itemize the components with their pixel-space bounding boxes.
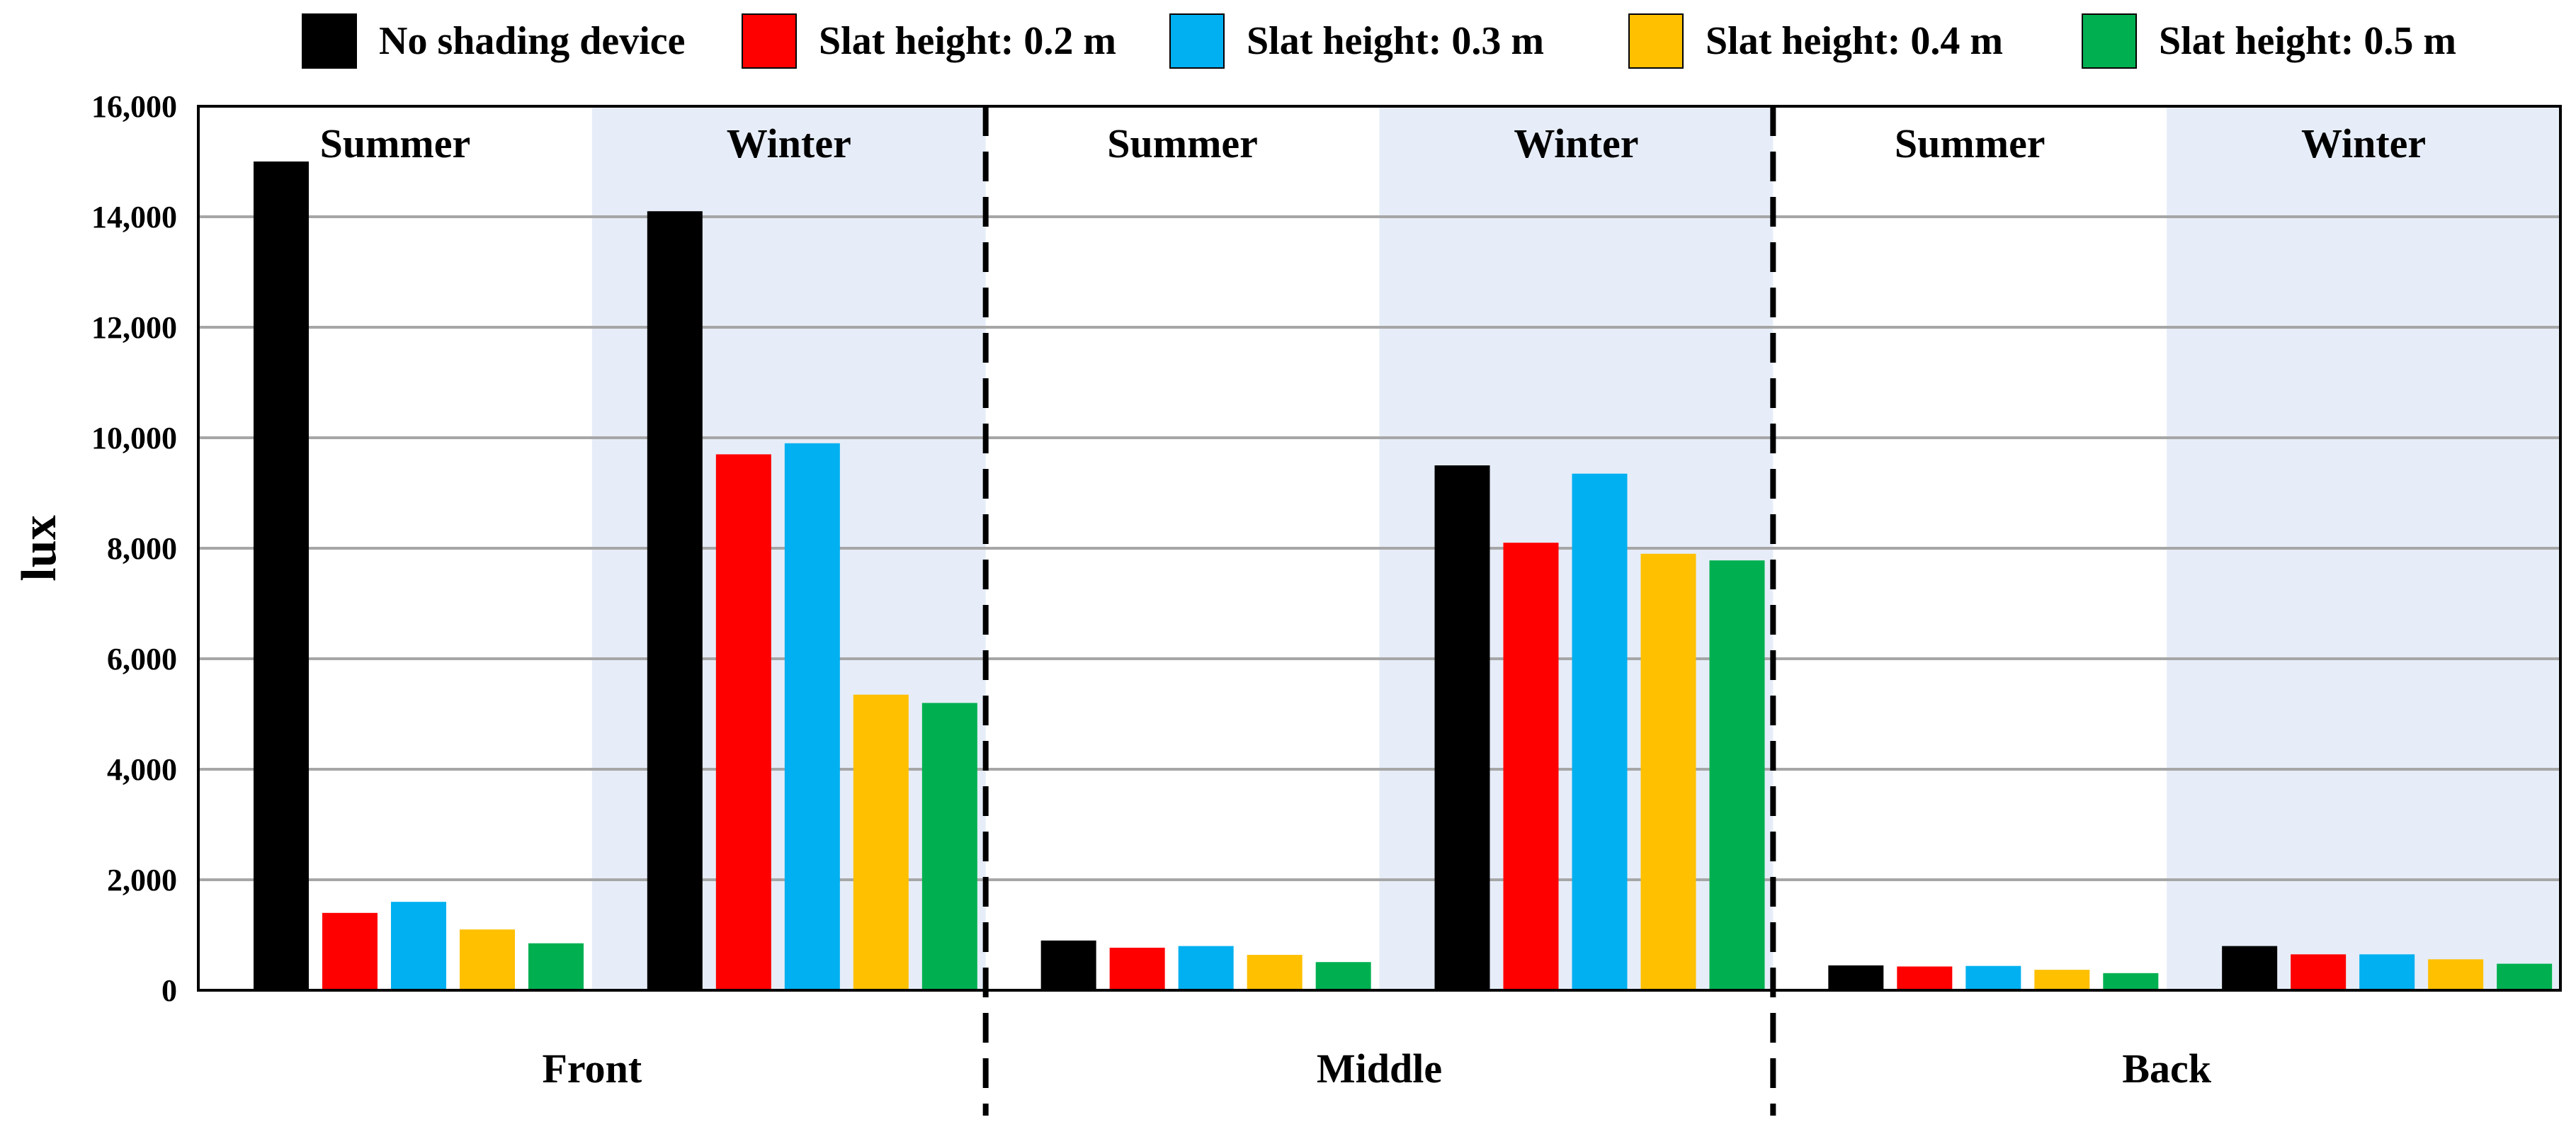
legend-swatch	[302, 13, 357, 69]
legend-label: No shading device	[379, 19, 686, 63]
legend-swatch	[742, 13, 797, 69]
bar-back-summer-series-1	[1828, 965, 1884, 990]
y-tick-label: 4,000	[107, 752, 177, 787]
y-tick-label: 12,000	[91, 310, 177, 345]
season-label-winter: Winter	[2301, 120, 2426, 166]
plot-area-frame	[197, 105, 2562, 992]
bar-front-winter-series-3	[784, 443, 840, 990]
y-axis-label: lux	[12, 515, 67, 581]
legend: No shading device Slat height: 0.2 m Slat …	[302, 13, 2456, 69]
bar-back-summer-series-3	[1965, 965, 2021, 990]
legend-swatch	[1628, 13, 1684, 69]
bar-front-winter-series-2	[715, 454, 771, 990]
legend-item-2: Slat height: 0.2 m	[742, 13, 1116, 69]
bar-back-winter-series-2	[2291, 954, 2347, 990]
bar-middle-summer-series-4	[1247, 955, 1303, 990]
legend-label: Slat height: 0.3 m	[1247, 19, 1544, 63]
legend-label: Slat height: 0.2 m	[819, 19, 1116, 63]
bar-front-winter-series-5	[921, 703, 977, 990]
legend-item-4: Slat height: 0.4 m	[1628, 13, 2003, 69]
season-labels: Summer Winter Summer Winter Summer Winter	[320, 120, 2427, 166]
bar-middle-winter-series-1	[1434, 465, 1490, 990]
bar-back-winter-series-1	[2222, 946, 2278, 990]
bar-back-summer-series-4	[2034, 970, 2090, 990]
bar-middle-winter-series-2	[1503, 543, 1559, 990]
bar-back-summer-series-2	[1897, 966, 1953, 990]
bar-front-winter-series-1	[647, 211, 703, 991]
bars	[254, 162, 2553, 991]
gridlines	[198, 215, 2560, 881]
group-label-front: Front	[542, 1046, 642, 1092]
bar-middle-summer-series-5	[1315, 962, 1371, 990]
y-axis-ticks: 0 2,000 4,000 6,000 8,000 10,000 12,000 14,000 1…	[91, 89, 177, 1008]
bar-middle-winter-series-5	[1709, 560, 1765, 990]
bar-front-summer-series-2	[322, 912, 378, 990]
season-label-summer: Summer	[1107, 120, 1258, 166]
legend-swatch	[2082, 13, 2137, 69]
bar-back-winter-series-4	[2428, 959, 2484, 990]
legend-swatch	[1169, 13, 1225, 69]
bar-middle-summer-series-3	[1178, 946, 1234, 990]
y-tick-label: 10,000	[91, 421, 177, 455]
y-tick-label: 8,000	[107, 531, 177, 566]
bar-back-summer-series-5	[2103, 973, 2159, 990]
bar-middle-winter-series-4	[1640, 553, 1696, 990]
group-dividers	[982, 106, 1776, 1116]
bar-middle-summer-series-1	[1040, 940, 1096, 990]
bar-front-summer-series-4	[460, 929, 515, 990]
bar-front-summer-series-3	[391, 902, 446, 990]
legend-item-5: Slat height: 0.5 m	[2082, 13, 2456, 69]
bar-back-winter-series-5	[2497, 963, 2553, 990]
season-label-winter: Winter	[727, 120, 851, 166]
group-label-back: Back	[2122, 1046, 2211, 1092]
legend-item-3: Slat height: 0.3 m	[1169, 13, 1544, 69]
y-tick-label: 6,000	[107, 642, 177, 676]
season-label-summer: Summer	[1895, 120, 2046, 166]
y-tick-label: 14,000	[91, 200, 177, 234]
season-label-winter: Winter	[1514, 120, 1638, 166]
group-label-middle: Middle	[1317, 1046, 1442, 1092]
legend-label: Slat height: 0.4 m	[1706, 19, 2003, 63]
y-tick-label: 0	[161, 973, 177, 1008]
season-label-summer: Summer	[320, 120, 471, 166]
legend-item-1: No shading device	[302, 13, 686, 69]
bar-middle-winter-series-3	[1572, 473, 1628, 990]
bar-front-winter-series-4	[853, 694, 909, 990]
bar-middle-summer-series-2	[1109, 947, 1165, 990]
y-tick-label: 16,000	[91, 89, 177, 124]
legend-label: Slat height: 0.5 m	[2159, 19, 2456, 63]
bar-back-winter-series-3	[2359, 954, 2415, 990]
bar-front-summer-series-1	[254, 162, 309, 990]
y-tick-label: 2,000	[107, 863, 177, 897]
group-labels: Front Middle Back	[542, 1046, 2211, 1092]
bar-front-summer-series-5	[528, 943, 584, 990]
